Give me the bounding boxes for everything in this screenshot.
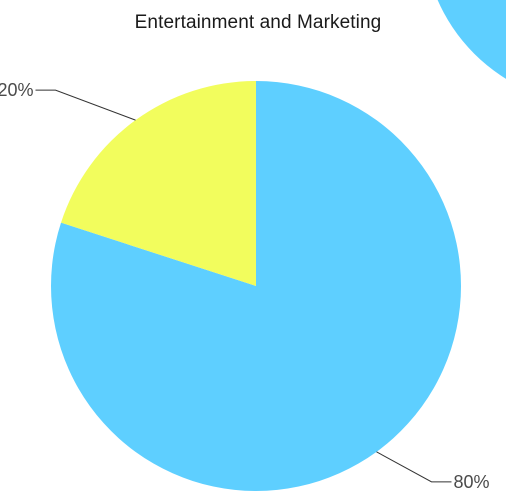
adjacent-pie-fragment: [437, 0, 506, 79]
pie-slice-1: [51, 81, 462, 491]
pie-slice-2: [61, 81, 256, 286]
chart-title: Entertainment and Marketing: [134, 12, 382, 33]
slice-label-2: 20%: [0, 80, 34, 100]
leader-line-1: [376, 451, 452, 483]
slice-label-1: 80%: [453, 472, 489, 492]
leader-line-2: [35, 89, 136, 121]
